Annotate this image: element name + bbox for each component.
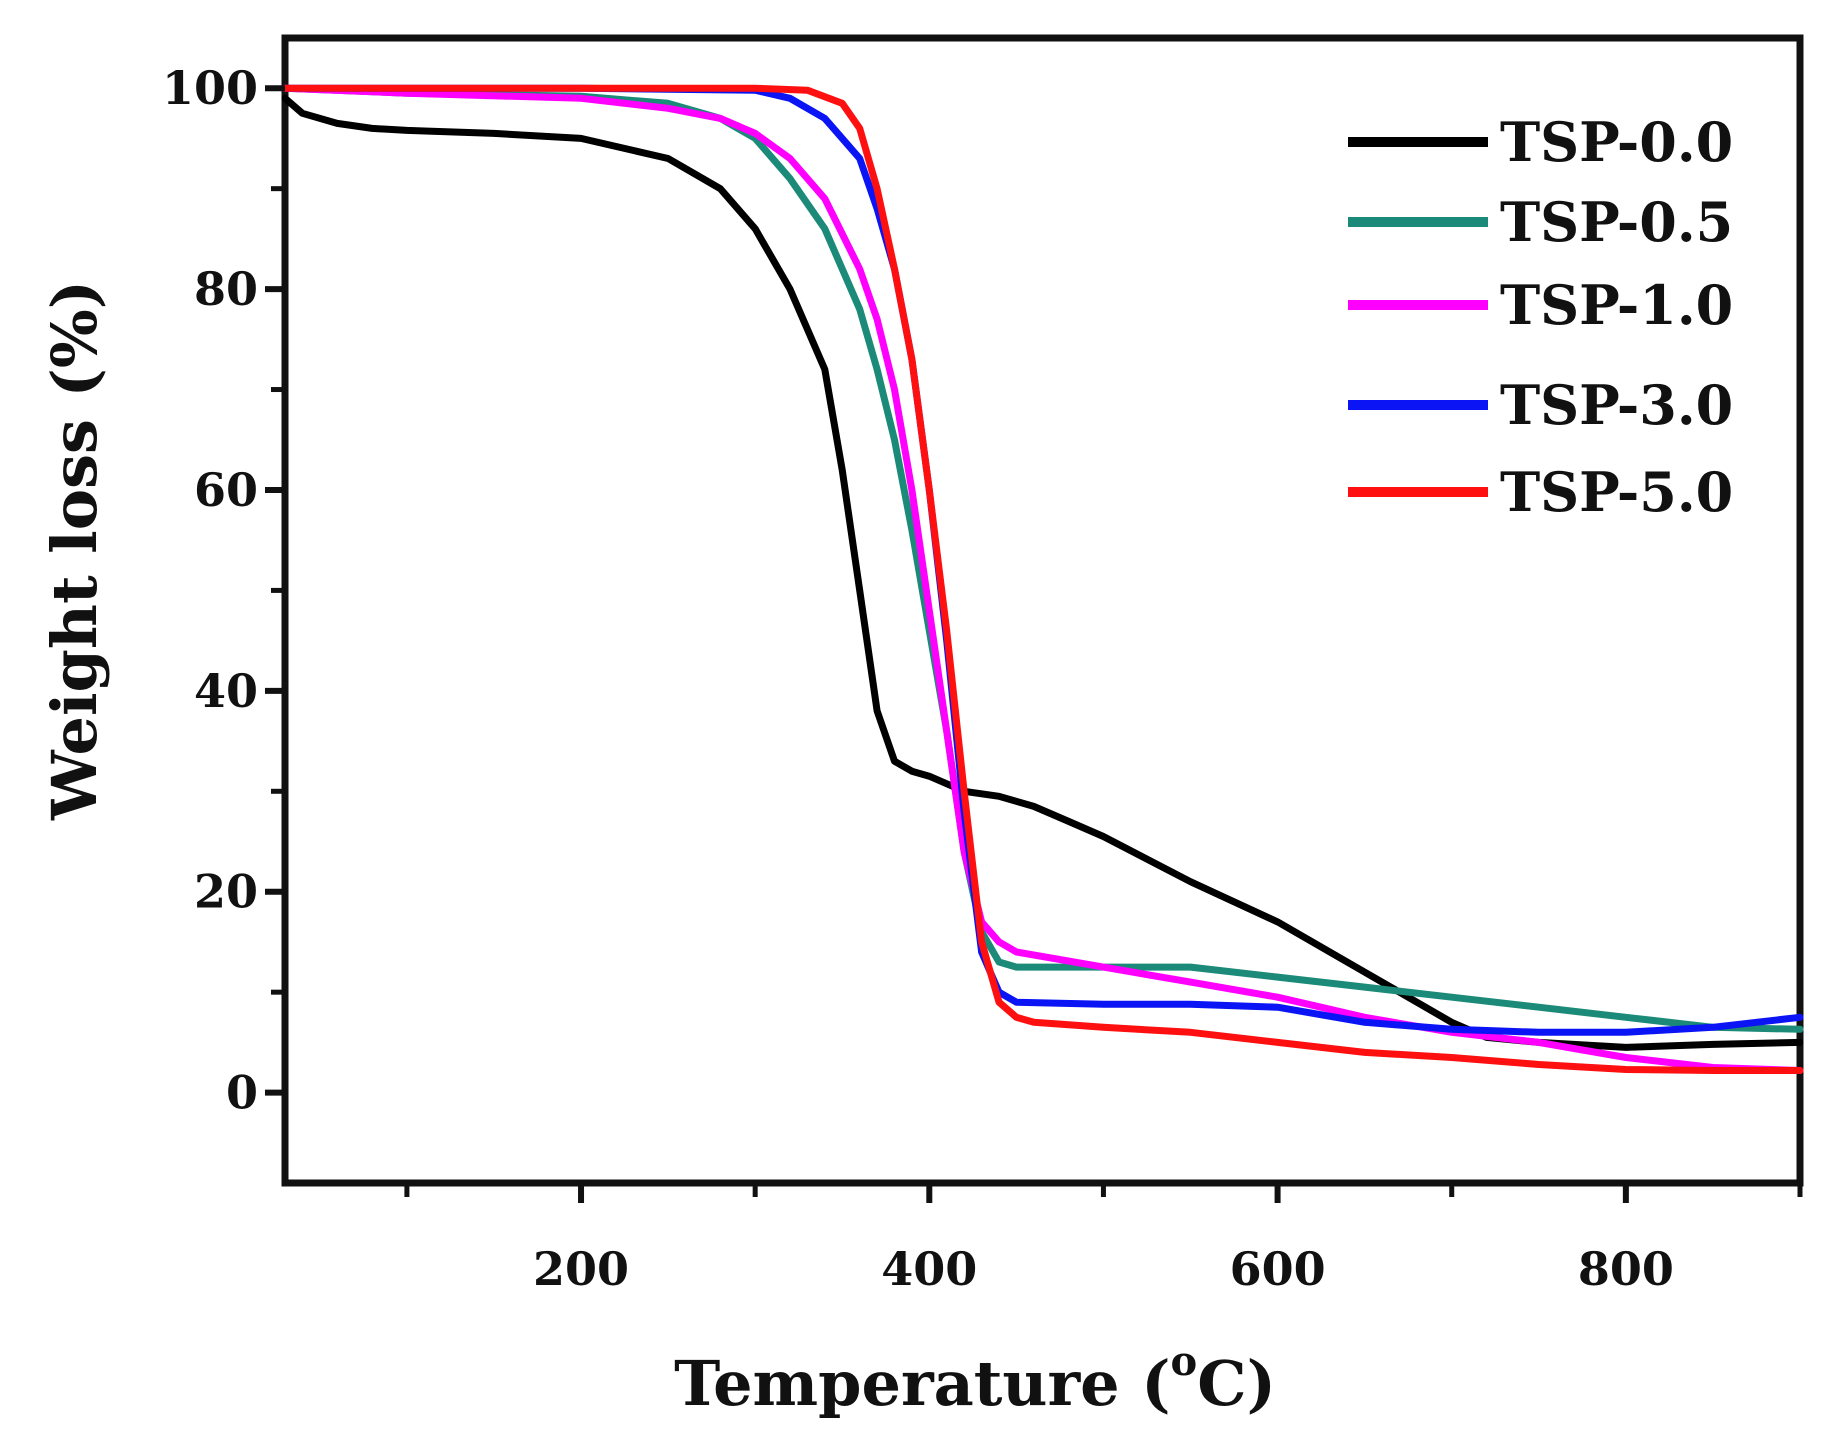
- series-line-tsp-5-0: [281, 84, 1804, 1074]
- x-tick-label-200: 200: [533, 1242, 629, 1296]
- legend-label-tsp-0-5: TSP-0.5: [1500, 190, 1733, 254]
- y-tick-label-100: 100: [162, 61, 258, 115]
- y-tick-label-20: 20: [194, 865, 258, 919]
- x-tick-label-600: 600: [1230, 1242, 1326, 1296]
- y-tick-label-80: 80: [194, 262, 258, 316]
- legend-label-tsp-1-0: TSP-1.0: [1500, 273, 1733, 337]
- y-tick-label-0: 0: [226, 1066, 258, 1120]
- legend-label-tsp-3-0: TSP-3.0: [1500, 373, 1733, 437]
- x-axis-title: Temperature (oC): [674, 1338, 1276, 1420]
- legend-label-tsp-0-0: TSP-0.0: [1500, 110, 1733, 174]
- y-axis-title: Weight loss (%): [38, 280, 111, 821]
- series-line-tsp-0-0: [281, 94, 1804, 1051]
- plot-frame: [281, 34, 1804, 1187]
- legend-label-tsp-5-0: TSP-5.0: [1500, 460, 1733, 524]
- x-tick-label-400: 400: [881, 1242, 977, 1296]
- y-tick-label-40: 40: [194, 664, 258, 718]
- y-tick-label-60: 60: [194, 463, 258, 517]
- x-tick-label-800: 800: [1578, 1242, 1674, 1296]
